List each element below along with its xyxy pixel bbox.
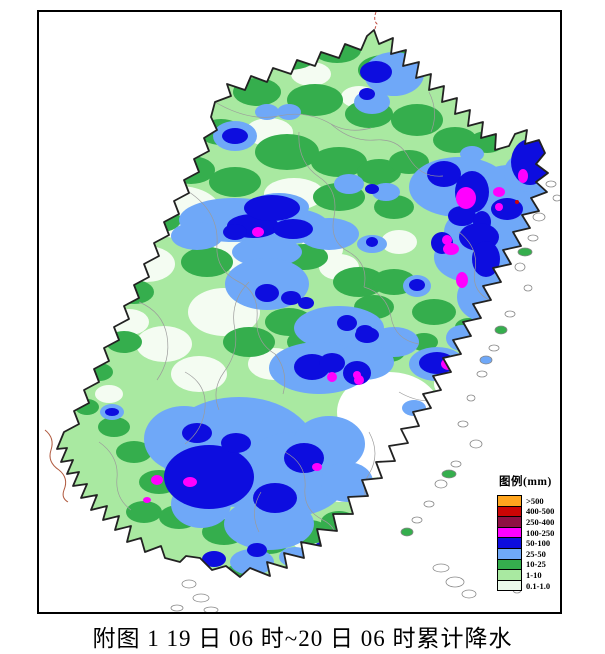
red-rain-dot (515, 200, 519, 204)
legend-item-label: 50-100 (526, 538, 551, 549)
legend-title: 图例(mm) (499, 476, 552, 488)
legend-item-label: >500 (526, 495, 544, 506)
county-boundaries (98, 91, 490, 549)
legend-item-label: 1-10 (526, 569, 542, 580)
legend-item-label: 10-25 (526, 559, 546, 570)
legend-item-label: 0.1-1.0 (526, 580, 551, 591)
legend-item: 0.1-1.0 (497, 579, 605, 592)
legend-item-label: 25-50 (526, 548, 546, 559)
map-frame: 图例(mm) >500 400-500 250-400 100-250 50-1… (37, 10, 562, 614)
figure-caption: 附图 1 19 日 06 时~20 日 06 时累计降水 (92, 626, 513, 651)
legend-item-label: 400-500 (526, 506, 555, 517)
legend-item-label: 100-250 (526, 527, 555, 538)
legend-item-label: 250-400 (526, 516, 555, 527)
map-legend: 图例(mm) >500 400-500 250-400 100-250 50-1… (497, 473, 605, 592)
legend-swatch (497, 579, 522, 592)
neighbour-boundary-lines (44, 12, 378, 503)
province-border (56, 29, 549, 578)
precipitation-map (44, 12, 560, 612)
